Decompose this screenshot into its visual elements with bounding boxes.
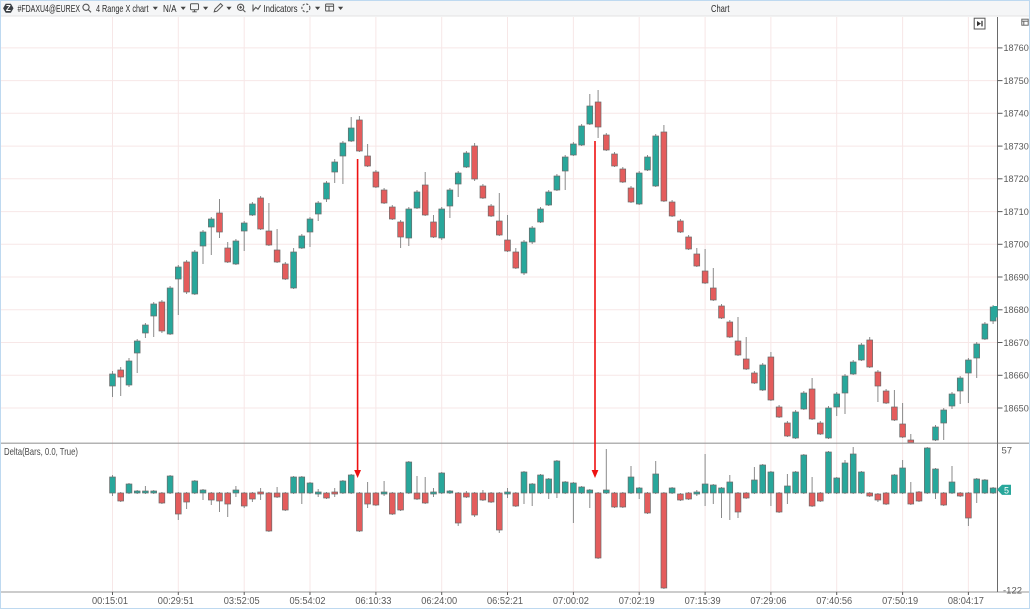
- svg-text:06:24:00: 06:24:00: [421, 596, 457, 607]
- svg-text:07:29:06: 07:29:06: [750, 596, 786, 607]
- svg-text:07:02:19: 07:02:19: [619, 596, 655, 607]
- svg-text:18760: 18760: [1004, 43, 1029, 54]
- svg-text:07:40:56: 07:40:56: [816, 596, 852, 607]
- svg-text:18650: 18650: [1004, 403, 1029, 414]
- svg-text:18720: 18720: [1004, 174, 1029, 185]
- svg-text:07:50:19: 07:50:19: [882, 596, 918, 607]
- svg-text:18730: 18730: [1004, 141, 1029, 152]
- svg-text:5: 5: [1004, 485, 1009, 495]
- svg-text:18670: 18670: [1004, 338, 1029, 349]
- svg-text:18700: 18700: [1004, 240, 1029, 251]
- svg-text:08:04:17: 08:04:17: [948, 596, 984, 607]
- svg-text:Chart: Chart: [711, 3, 730, 15]
- svg-text:18690: 18690: [1004, 272, 1029, 283]
- svg-text:00:15:01: 00:15:01: [92, 596, 128, 607]
- svg-text:#FDAXU4@EUREX: #FDAXU4@EUREX: [18, 3, 81, 15]
- svg-text:03:52:05: 03:52:05: [224, 596, 260, 607]
- svg-text:06:52:21: 06:52:21: [487, 596, 523, 607]
- svg-text:Indicators: Indicators: [264, 3, 298, 15]
- svg-text:00:29:51: 00:29:51: [158, 596, 194, 607]
- svg-text:N/A: N/A: [163, 3, 177, 15]
- svg-text:Z: Z: [6, 4, 11, 13]
- svg-text:06:10:33: 06:10:33: [355, 596, 391, 607]
- svg-text:18710: 18710: [1004, 207, 1029, 218]
- svg-text:-122: -122: [1003, 586, 1022, 597]
- svg-text:4 Range X chart: 4 Range X chart: [96, 3, 149, 15]
- svg-text:05:54:02: 05:54:02: [290, 596, 326, 607]
- svg-text:Delta(Bars, 0.0, True): Delta(Bars, 0.0, True): [4, 446, 78, 458]
- svg-text:18740: 18740: [1004, 109, 1029, 120]
- svg-text:57: 57: [1002, 445, 1013, 456]
- svg-text:18750: 18750: [1004, 76, 1029, 87]
- svg-text:07:00:02: 07:00:02: [553, 596, 589, 607]
- svg-text:18660: 18660: [1004, 371, 1029, 382]
- svg-text:07:15:39: 07:15:39: [685, 596, 721, 607]
- svg-text:18680: 18680: [1004, 305, 1029, 316]
